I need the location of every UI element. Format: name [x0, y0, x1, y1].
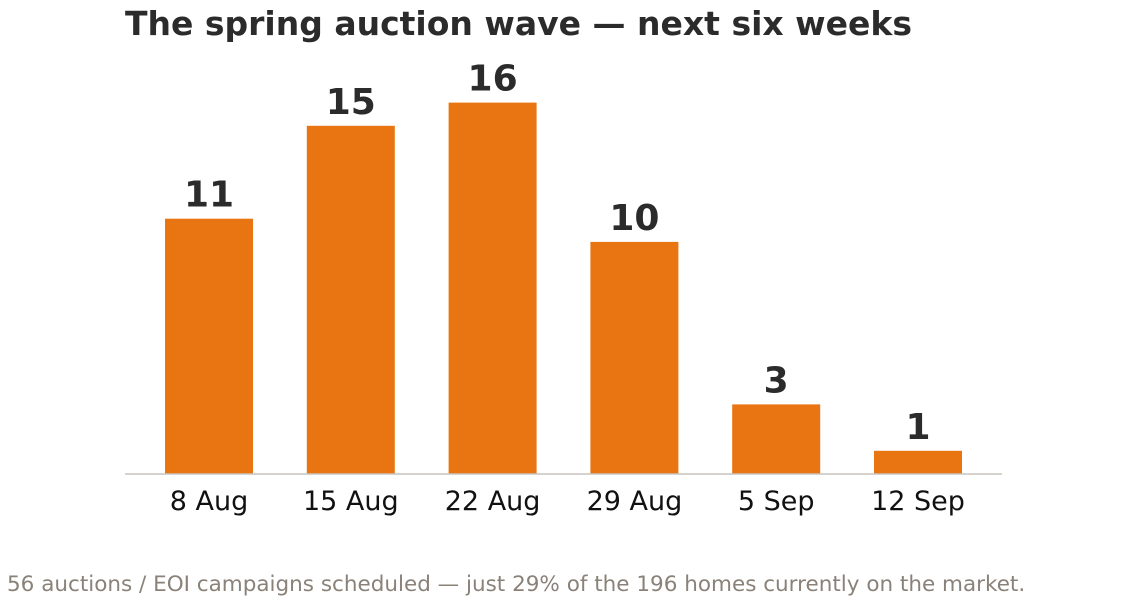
value-label: 15	[326, 82, 376, 123]
bars-group	[165, 102, 962, 475]
value-label: 11	[184, 175, 234, 216]
bar-5-sep	[732, 404, 821, 474]
chart-footnote: 56 auctions / EOI campaigns scheduled — …	[7, 572, 1025, 597]
x-tick-label: 29 Aug	[587, 486, 683, 517]
bar-12-sep	[874, 450, 962, 474]
bar-29-aug	[590, 241, 679, 474]
bar-15-aug	[306, 125, 395, 475]
x-tick-label: 5 Sep	[738, 486, 815, 517]
value-label: 10	[609, 198, 659, 239]
x-tick-labels-group: 8 Aug 15 Aug 22 Aug 29 Aug 5 Sep 12 Sep	[170, 486, 965, 517]
x-tick-label: 15 Aug	[303, 486, 399, 517]
bar-22-aug	[448, 102, 537, 474]
value-label: 1	[905, 407, 930, 448]
value-labels-group: 11 15 16 10 3 1	[184, 59, 931, 448]
x-tick-label: 12 Sep	[871, 486, 965, 517]
value-label: 16	[468, 59, 518, 100]
x-tick-label: 22 Aug	[445, 486, 541, 517]
value-label: 3	[764, 360, 789, 401]
bar-8-aug	[165, 218, 253, 474]
chart-title: The spring auction wave — next six weeks	[125, 4, 912, 43]
x-tick-label: 8 Aug	[170, 486, 248, 517]
